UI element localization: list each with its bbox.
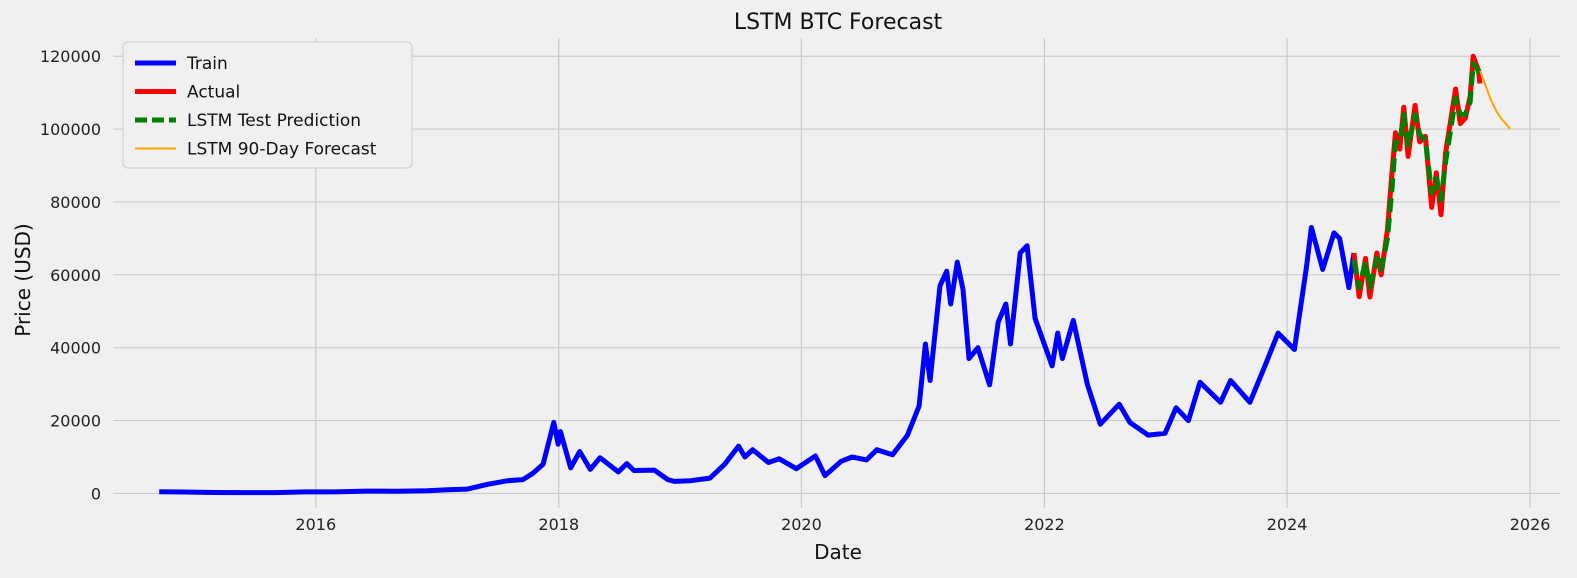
legend: Train Actual LSTM Test Prediction LSTM 90-D… bbox=[122, 41, 413, 169]
y-tick-label: 0 bbox=[91, 484, 101, 503]
x-axis-label: Date bbox=[814, 540, 862, 564]
series-line-lstm-90-day-forecast bbox=[1479, 70, 1511, 130]
y-tick-label: 80000 bbox=[50, 193, 101, 212]
y-tick-label: 60000 bbox=[50, 266, 101, 285]
series-line-lstm-test-prediction bbox=[1351, 61, 1483, 291]
legend-label: LSTM Test Prediction bbox=[187, 111, 361, 131]
legend-label: Train bbox=[186, 54, 228, 74]
x-tick-label: 2026 bbox=[1510, 515, 1551, 534]
y-axis-label: Price (USD) bbox=[11, 223, 35, 337]
x-tick-label: 2024 bbox=[1267, 515, 1308, 534]
y-tick-label: 40000 bbox=[50, 339, 101, 358]
legend-label: Actual bbox=[187, 83, 240, 103]
x-tick-label: 2016 bbox=[295, 515, 336, 534]
legend-box bbox=[122, 41, 413, 169]
x-axis-ticks: 2016 2018 2020 2022 2024 2026 bbox=[295, 515, 1550, 534]
x-tick-label: 2020 bbox=[781, 515, 822, 534]
y-tick-label: 100000 bbox=[40, 120, 101, 139]
x-tick-label: 2022 bbox=[1024, 515, 1065, 534]
series-line-train bbox=[159, 225, 1357, 496]
x-tick-label: 2018 bbox=[538, 515, 579, 534]
chart-title: LSTM BTC Forecast bbox=[734, 10, 943, 35]
y-tick-label: 20000 bbox=[50, 412, 101, 431]
plot-series bbox=[159, 53, 1511, 496]
legend-label: LSTM 90-Day Forecast bbox=[187, 140, 377, 160]
y-axis-ticks: 0 20000 40000 60000 80000 100000 120000 bbox=[40, 47, 101, 503]
y-tick-label: 120000 bbox=[40, 47, 101, 66]
